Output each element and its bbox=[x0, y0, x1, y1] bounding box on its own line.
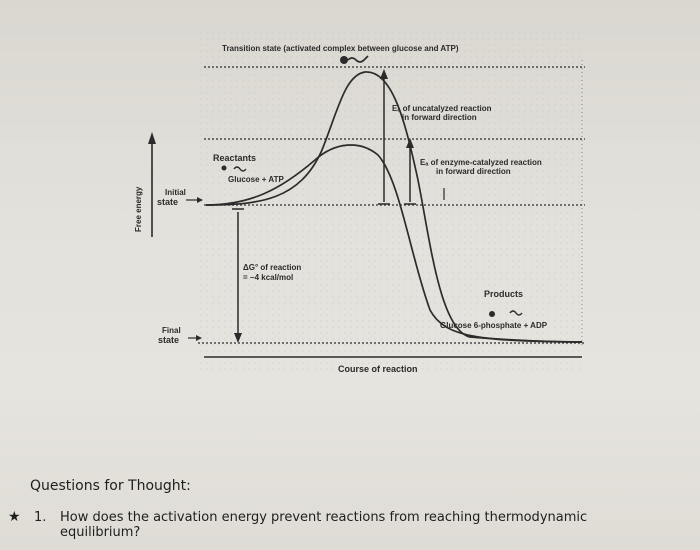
catalyzed-ea-label: Eₐ of enzyme-catalyzed reaction bbox=[420, 158, 542, 167]
catalyzed-ea-label-line2: in forward direction bbox=[436, 167, 511, 176]
delta-g-label: ΔG° of reaction bbox=[243, 263, 302, 272]
reactants-molecule-icon bbox=[221, 165, 247, 172]
star-icon: ★ bbox=[8, 509, 21, 525]
products-label: Products bbox=[484, 289, 524, 299]
questions-title: Questions for Thought: bbox=[30, 478, 191, 494]
delta-g-arrowhead bbox=[234, 333, 242, 343]
transition-state-molecule-icon bbox=[340, 55, 369, 64]
catalyzed-curve bbox=[205, 144, 583, 343]
transition-state-label: Transition state (activated complex betw… bbox=[222, 44, 459, 53]
question-text: How does the activation energy prevent r… bbox=[60, 510, 588, 540]
products-formula: Glucose 6-phosphate + ADP bbox=[440, 321, 548, 330]
uncatalyzed-curve bbox=[205, 71, 583, 343]
final-state-label-line2: state bbox=[158, 335, 180, 345]
uncatalyzed-ea-arrowhead-top bbox=[380, 69, 388, 79]
products-molecule-icon bbox=[489, 310, 523, 317]
y-axis-label: Free energy bbox=[134, 186, 143, 232]
uncatalyzed-ea-label: Eₐ of uncatalyzed reaction bbox=[392, 104, 492, 113]
reactants-label: Reactants bbox=[213, 153, 257, 163]
y-axis-arrowhead bbox=[148, 132, 156, 144]
question-number: 1. bbox=[34, 510, 47, 525]
uncatalyzed-ea-label-line2: in forward direction bbox=[402, 113, 477, 122]
delta-g-value: = −4 kcal/mol bbox=[243, 273, 294, 282]
x-axis-label: Course of reaction bbox=[338, 364, 418, 374]
initial-state-label-line2: state bbox=[157, 197, 179, 207]
catalyzed-ea-arrowhead-top bbox=[406, 138, 414, 148]
final-state-label: Final bbox=[162, 326, 181, 335]
initial-state-label: Initial bbox=[165, 188, 186, 197]
reactants-formula: Glucose + ATP bbox=[228, 175, 284, 184]
